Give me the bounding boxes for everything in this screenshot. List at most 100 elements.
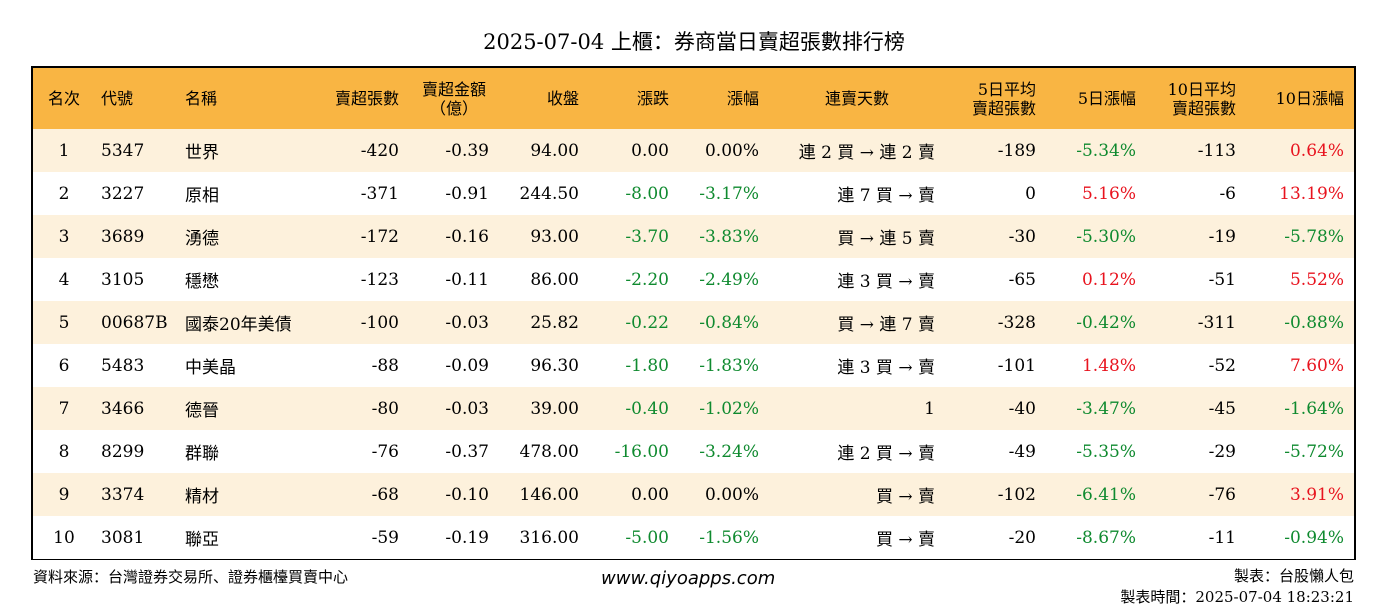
cell-name: 聯亞 [185,530,219,550]
ranking-table: 名次 代號 名稱 賣超張數 賣超金額 （億） 收盤 漲跌 漲幅 連賣天數 5日平… [33,68,1354,559]
table-body: 1 5347 世界 -420 -0.39 94.00 0.00 0.00% 連 2 買 → 連 … [33,129,1354,559]
cell-avg5: -102 [997,484,1036,505]
cell-code: 3466 [101,398,145,419]
cell-pct: -1.56% [699,527,759,548]
cell-rank: 7 [58,398,70,419]
cell-close: 25.82 [530,312,579,333]
cell-pct5: -3.47% [1076,398,1136,419]
author-label: 製表：台股懶人包 [1233,567,1354,585]
cell-avg5: -30 [1008,226,1036,247]
header-sell-qty[interactable]: 賣超張數 [334,89,399,108]
data-source: 資料來源：台灣證券交易所、證券櫃檯買賣中心 [33,568,349,586]
cell-sell-qty: -100 [360,312,399,333]
header-avg10-line2: 賣超張數 [1171,98,1236,118]
cell-streak: 連 7 買 → 賣 [837,186,935,206]
header-code[interactable]: 代號 [101,89,134,108]
cell-sell-qty: -76 [371,441,399,462]
cell-pct: -3.24% [699,441,759,462]
cell-rank: 10 [53,527,75,548]
cell-close: 94.00 [530,140,579,161]
footer-meta: 製表：台股懶人包 製表時間：2025-07-04 18:23:21 [1120,566,1354,608]
header-close[interactable]: 收盤 [546,89,579,108]
cell-avg5: -328 [997,312,1036,333]
header-avg10[interactable]: 10日平均 賣超張數 [1146,68,1246,129]
cell-rank: 4 [58,269,70,290]
cell-pct: -1.83% [699,355,759,376]
cell-name: 湧德 [185,229,219,249]
table-row[interactable]: 4 3105 穩懋 -123 -0.11 86.00 -2.20 -2.49% 連 3 買 → … [33,258,1354,301]
cell-close: 146.00 [519,484,579,505]
cell-pct10: 13.19% [1279,183,1344,204]
cell-pct10: 0.64% [1289,140,1344,161]
header-avg5[interactable]: 5日平均 賣超張數 [945,68,1046,129]
cell-pct: -3.17% [699,183,759,204]
header-pct[interactable]: 漲幅 [726,89,759,108]
cell-avg10: -11 [1208,527,1236,548]
header-rank[interactable]: 名次 [47,89,80,108]
cell-streak: 連 2 買 → 賣 [837,444,935,464]
cell-pct: -3.83% [699,226,759,247]
cell-pct: 0.00% [704,140,759,161]
cell-avg5: -65 [1008,269,1036,290]
cell-code: 5483 [101,355,145,376]
cell-rank: 6 [58,355,70,376]
cell-sell-qty: -80 [371,398,399,419]
cell-change: -3.70 [625,226,669,247]
header-pct10[interactable]: 10日漲幅 [1275,89,1344,108]
cell-change: -0.40 [625,398,669,419]
cell-rank: 2 [58,183,70,204]
cell-avg5: -20 [1008,527,1036,548]
cell-avg5: 0 [1025,183,1036,204]
cell-code: 3374 [101,484,145,505]
cell-avg10: -311 [1197,312,1236,333]
cell-name: 中美晶 [185,358,236,378]
cell-pct5: 1.48% [1081,355,1136,376]
header-sell-amount[interactable]: 賣超金額 （億） [409,68,499,129]
cell-pct: 0.00% [704,484,759,505]
cell-name: 國泰20年美債 [185,315,292,335]
cell-streak: 買 → 賣 [875,487,935,507]
cell-avg10: -51 [1208,269,1236,290]
cell-pct10: 7.60% [1289,355,1344,376]
cell-code: 3689 [101,226,145,247]
cell-rank: 1 [58,140,70,161]
table-row[interactable]: 8 8299 群聯 -76 -0.37 478.00 -16.00 -3.24% 連 2 買 →… [33,430,1354,473]
cell-name: 群聯 [185,444,219,464]
cell-change: -2.20 [625,269,669,290]
cell-close: 316.00 [519,527,579,548]
table-row[interactable]: 10 3081 聯亞 -59 -0.19 316.00 -5.00 -1.56% 買 → 賣 -2… [33,516,1354,559]
cell-pct10: 5.52% [1289,269,1344,290]
cell-change: -1.80 [625,355,669,376]
ranking-table-container: 名次 代號 名稱 賣超張數 賣超金額 （億） 收盤 漲跌 漲幅 連賣天數 5日平… [31,66,1356,560]
cell-sell-qty: -371 [360,183,399,204]
cell-close: 96.30 [530,355,579,376]
table-row[interactable]: 3 3689 湧德 -172 -0.16 93.00 -3.70 -3.83% 買 → 連 5 … [33,215,1354,258]
table-row[interactable]: 5 00687B 國泰20年美債 -100 -0.03 25.82 -0.22 -0.84% 買… [33,301,1354,344]
table-row[interactable]: 6 5483 中美晶 -88 -0.09 96.30 -1.80 -1.83% 連 3 買 → … [33,344,1354,387]
cell-sell-qty: -68 [371,484,399,505]
made-time-label: 製表時間：2025-07-04 18:23:21 [1120,588,1354,606]
cell-pct10: -0.88% [1284,312,1344,333]
cell-sell-qty: -88 [371,355,399,376]
cell-pct10: 3.91% [1289,484,1344,505]
cell-pct10: -0.94% [1284,527,1344,548]
header-name[interactable]: 名稱 [185,89,218,108]
cell-avg5: -40 [1008,398,1036,419]
table-row[interactable]: 1 5347 世界 -420 -0.39 94.00 0.00 0.00% 連 2 買 → 連 … [33,129,1354,172]
cell-name: 原相 [185,186,219,206]
cell-code: 8299 [101,441,145,462]
table-row[interactable]: 2 3227 原相 -371 -0.91 244.50 -8.00 -3.17% 連 7 買 →… [33,172,1354,215]
table-header-row: 名次 代號 名稱 賣超張數 賣超金額 （億） 收盤 漲跌 漲幅 連賣天數 5日平… [33,68,1354,129]
header-avg5-line2: 賣超張數 [971,98,1036,118]
header-pct5[interactable]: 5日漲幅 [1077,89,1136,108]
table-row[interactable]: 9 3374 精材 -68 -0.10 146.00 0.00 0.00% 買 → 賣 -102 -… [33,473,1354,516]
website-link[interactable]: www.qiyoapps.com [601,568,776,589]
cell-avg10: -76 [1208,484,1236,505]
header-streak[interactable]: 連賣天數 [824,89,889,108]
cell-amount: -0.10 [445,484,489,505]
table-row[interactable]: 7 3466 德晉 -80 -0.03 39.00 -0.40 -1.02% 1 -40 -3.47… [33,387,1354,430]
cell-close: 478.00 [519,441,579,462]
header-change[interactable]: 漲跌 [636,89,669,108]
cell-pct10: -1.64% [1284,398,1344,419]
cell-change: -16.00 [614,441,669,462]
